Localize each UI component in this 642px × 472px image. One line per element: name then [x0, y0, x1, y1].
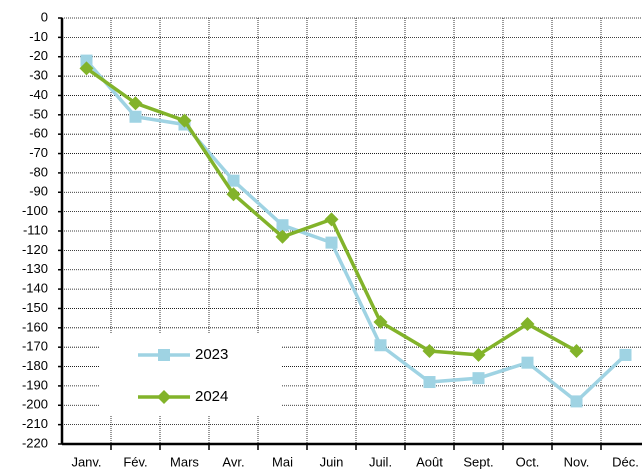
- y-tick-label: -170: [22, 339, 48, 354]
- marker: [423, 376, 436, 389]
- y-tick-label: -50: [29, 106, 48, 121]
- y-tick-label: -140: [22, 281, 48, 296]
- y-tick-label: -90: [29, 184, 48, 199]
- x-tick-label: Fév.: [123, 454, 147, 469]
- marker: [570, 395, 583, 408]
- x-tick-label: Août: [416, 454, 443, 469]
- y-tick-label: -20: [29, 48, 48, 63]
- x-tick-label: Juil.: [369, 454, 392, 469]
- x-tick-label: Janv.: [71, 454, 101, 469]
- marker: [521, 356, 534, 369]
- y-tick-label: -150: [22, 300, 48, 315]
- x-tick-label: Déc.: [612, 454, 639, 469]
- x-tick-label: Nov.: [564, 454, 590, 469]
- marker: [276, 219, 289, 232]
- marker: [79, 61, 94, 76]
- y-tick-label: -40: [29, 87, 48, 102]
- marker: [129, 110, 142, 123]
- x-tick-label: Juin: [320, 454, 344, 469]
- y-tick-label: 0: [41, 9, 48, 24]
- legend-box: [100, 333, 282, 415]
- y-tick-label: -220: [22, 435, 48, 450]
- marker: [619, 348, 632, 361]
- marker: [80, 54, 93, 67]
- x-tick-label: Oct.: [516, 454, 540, 469]
- y-tick-label: -190: [22, 377, 48, 392]
- y-tick-label: -10: [29, 29, 48, 44]
- marker: [158, 349, 170, 361]
- marker: [520, 316, 535, 331]
- marker: [471, 347, 486, 362]
- marker: [227, 174, 240, 187]
- x-tick-label: Mai: [272, 454, 293, 469]
- marker: [157, 390, 171, 404]
- marker: [324, 212, 339, 227]
- series-line: [85, 59, 627, 404]
- marker: [472, 372, 485, 385]
- marker: [325, 236, 338, 249]
- marker: [226, 187, 241, 202]
- y-tick-label: -70: [29, 145, 48, 160]
- y-tick-label: -80: [29, 164, 48, 179]
- marker: [569, 344, 584, 359]
- y-tick-label: -110: [23, 222, 48, 237]
- y-tick-label: -100: [22, 203, 48, 218]
- marker: [177, 113, 192, 128]
- y-tick-label: -60: [29, 126, 48, 141]
- marker: [275, 229, 290, 244]
- legend-label: 2023: [195, 346, 228, 363]
- y-tick-label: -120: [22, 242, 48, 257]
- y-tick-label: -130: [22, 261, 48, 276]
- x-tick-label: Mars: [170, 454, 199, 469]
- y-tick-label: -160: [22, 319, 48, 334]
- y-tick-label: -30: [29, 68, 48, 83]
- plot-area: 0 -10 -20 -30 -40 -50 -60 -70 -80 -90 -100 -110 -120…: [22, 9, 642, 469]
- marker: [374, 339, 387, 352]
- y-tick-label: -200: [22, 397, 48, 412]
- marker: [373, 315, 388, 330]
- legend-label: 2024: [195, 388, 228, 405]
- marker: [422, 344, 437, 359]
- x-tick-label: Avr.: [222, 454, 244, 469]
- y-tick-label: -210: [22, 416, 48, 431]
- x-tick-label: Sept.: [463, 454, 493, 469]
- y-tick-label: -180: [22, 358, 48, 373]
- marker: [128, 96, 143, 111]
